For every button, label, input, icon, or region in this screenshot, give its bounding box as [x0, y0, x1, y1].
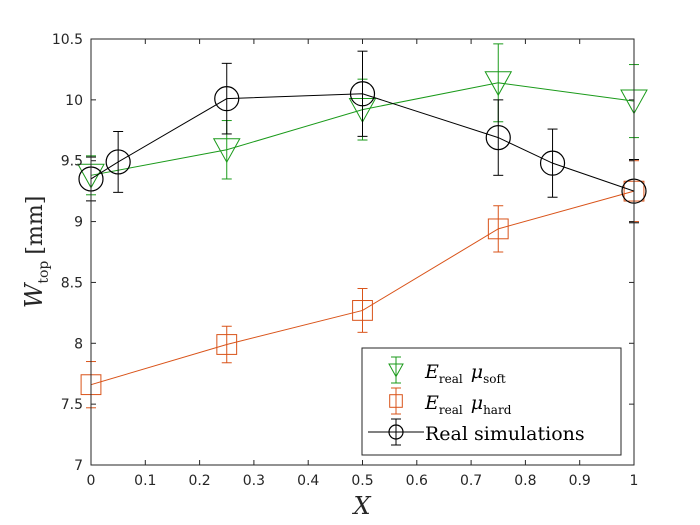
- legend-symbol-0: [388, 356, 404, 384]
- marker-square: [389, 394, 403, 408]
- x-axis-label: X: [351, 492, 371, 520]
- legend-symbols: [368, 356, 424, 446]
- marker-circle: [388, 424, 404, 440]
- legend-label-soft: Ereal μsoft: [424, 361, 506, 386]
- legend-box: [361, 347, 622, 456]
- marker-triangle-down: [388, 363, 404, 378]
- legend-label-real: Real simulations: [425, 423, 585, 445]
- marker-circle: [105, 149, 131, 175]
- x-tick-label: 0.9: [569, 473, 591, 489]
- x-tick-label: 0.5: [351, 473, 373, 489]
- legend-label-hard: Ereal μhard: [424, 392, 512, 417]
- y-tick-label: 9.5: [61, 154, 83, 170]
- marker-circle: [539, 150, 566, 176]
- y-tick-label: 7: [74, 458, 83, 474]
- x-tick-label: 0.1: [134, 473, 156, 489]
- ticks-layer: 0 0.1 0.2 0.3 0.4 0.5 0.6 0.7 0.8 0.9 1 7 7.5 8 8.5 9 9.…: [52, 32, 639, 489]
- x-tick-label: 0.2: [188, 473, 210, 489]
- y-tick-label: 10: [65, 93, 83, 109]
- marker-circle: [485, 124, 511, 151]
- legend-symbol-2: [368, 418, 424, 446]
- y-tick-label: 10.5: [52, 32, 83, 48]
- y-axis-label-main: W: [20, 281, 48, 308]
- y-axis-label: Wtop [mm]: [20, 196, 52, 309]
- marker-triangle-down: [484, 71, 513, 97]
- legend: Ereal μsoft Ereal μhard Real simulations: [361, 347, 622, 456]
- y-tick-label: 7.5: [61, 397, 83, 413]
- marker-circle: [349, 81, 376, 107]
- y-axis-label-sub: top: [36, 261, 52, 284]
- x-tick-label: 0.8: [514, 473, 536, 489]
- x-tick-label: 0.6: [406, 473, 428, 489]
- y-tick-label: 8: [74, 336, 83, 352]
- y-tick-label: 9: [74, 215, 83, 231]
- x-tick-label: 0: [87, 473, 96, 489]
- x-tick-label: 0.4: [297, 473, 319, 489]
- marker-square: [487, 218, 509, 240]
- x-tick-label: 0.7: [460, 473, 482, 489]
- marker-circle: [214, 86, 240, 112]
- y-tick-label: 8.5: [61, 275, 83, 291]
- x-tick-label: 1: [630, 473, 639, 489]
- marker-square: [216, 334, 238, 355]
- marker-square: [352, 300, 373, 321]
- y-axis-label-unit: [mm]: [23, 196, 48, 255]
- x-tick-label: 0.3: [243, 473, 265, 489]
- marker-triangle-down: [212, 138, 241, 164]
- legend-symbol-1: [389, 387, 403, 415]
